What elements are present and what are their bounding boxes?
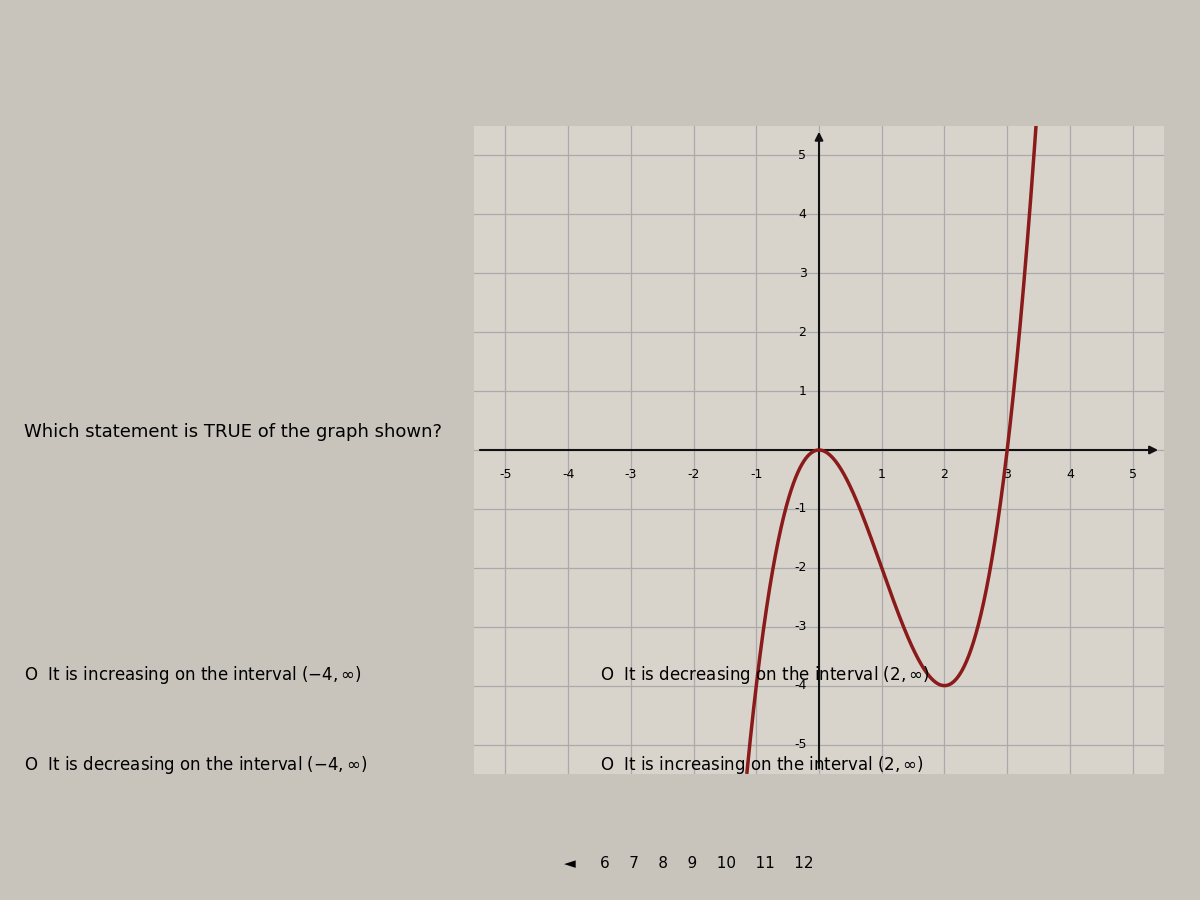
Text: 1: 1	[798, 384, 806, 398]
Text: 2: 2	[798, 326, 806, 338]
Text: Which statement is TRUE of the graph shown?: Which statement is TRUE of the graph sho…	[24, 423, 442, 441]
Text: 4: 4	[1066, 468, 1074, 481]
Text: 3: 3	[1003, 468, 1012, 481]
Text: -3: -3	[794, 620, 806, 634]
Text: ◄: ◄	[564, 857, 576, 871]
Text: -2: -2	[688, 468, 700, 481]
Text: 4: 4	[798, 208, 806, 220]
Text: 3: 3	[798, 266, 806, 280]
Text: 5: 5	[798, 149, 806, 162]
Text: O  It is decreasing on the interval $(-4, \infty)$: O It is decreasing on the interval $(-4,…	[24, 754, 367, 776]
Text: 2: 2	[941, 468, 948, 481]
Text: O  It is increasing on the interval $(2, \infty)$: O It is increasing on the interval $(2, …	[600, 754, 924, 776]
Text: -4: -4	[562, 468, 575, 481]
Text: O  It is increasing on the interval $(-4, \infty)$: O It is increasing on the interval $(-4,…	[24, 664, 362, 686]
Text: 6    7    8    9    10    11    12: 6 7 8 9 10 11 12	[600, 857, 814, 871]
Text: -3: -3	[625, 468, 637, 481]
Text: -4: -4	[794, 680, 806, 692]
Text: -5: -5	[794, 738, 806, 751]
Text: -1: -1	[794, 502, 806, 516]
Text: 5: 5	[1129, 468, 1136, 481]
Text: -1: -1	[750, 468, 762, 481]
Text: O  It is decreasing on the interval $(2, \infty)$: O It is decreasing on the interval $(2, …	[600, 664, 930, 686]
Text: -2: -2	[794, 562, 806, 574]
Text: 1: 1	[877, 468, 886, 481]
Text: -5: -5	[499, 468, 511, 481]
